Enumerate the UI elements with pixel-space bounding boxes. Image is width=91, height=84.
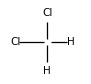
Text: H: H	[43, 66, 51, 76]
Text: Cl: Cl	[42, 8, 52, 18]
Text: H: H	[67, 37, 75, 47]
Text: Cl: Cl	[10, 37, 20, 47]
